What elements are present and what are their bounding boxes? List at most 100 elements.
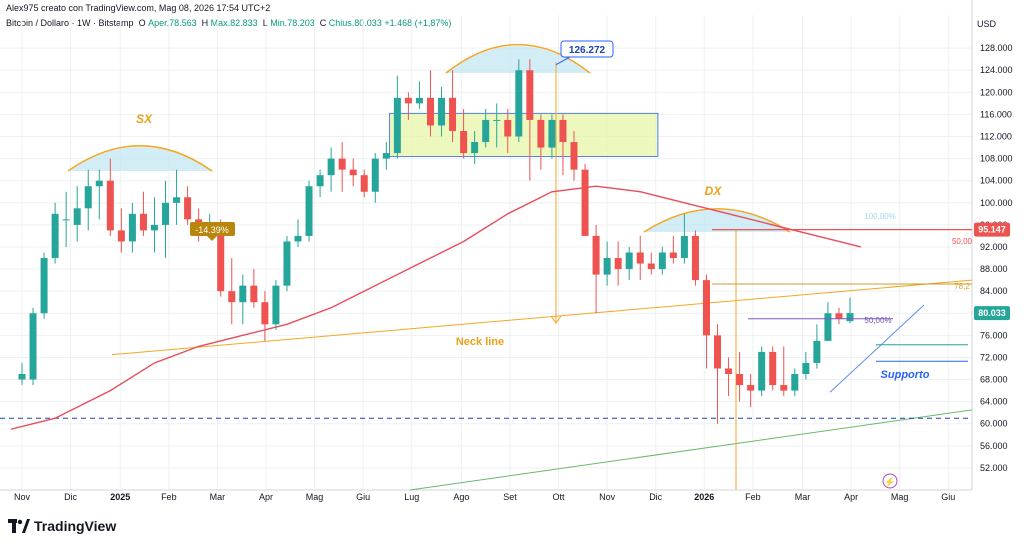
candle-up xyxy=(51,213,59,259)
support-label: Supporto xyxy=(881,369,930,381)
ohlc-open: O Aper.78.563 xyxy=(136,18,197,28)
symbol-info: Bitcoin / Dollaro · 1W · Bitstamp O Aper… xyxy=(6,18,451,28)
neckline xyxy=(111,279,973,356)
candle-down xyxy=(647,263,655,270)
y-tick-label: 60.000 xyxy=(980,419,1008,429)
peak-pointer xyxy=(555,56,571,66)
y-tick-label: 128.000 xyxy=(980,43,1013,53)
candle-up xyxy=(846,313,854,322)
candle-up xyxy=(150,224,158,231)
consolidation-box xyxy=(389,112,659,157)
tradingview-logo-icon xyxy=(8,519,30,533)
x-tick-label: Nov xyxy=(14,492,31,502)
green-trendline xyxy=(409,409,973,491)
drop-label-box xyxy=(190,222,235,236)
candle-up xyxy=(548,119,556,148)
candle-down xyxy=(449,97,457,131)
candle-up xyxy=(73,208,81,225)
fib-78-label: 78,2 xyxy=(954,282,970,291)
y-tick-label: 124.000 xyxy=(980,65,1013,75)
candle-down xyxy=(581,169,589,236)
candle-down xyxy=(780,385,788,391)
candle-down xyxy=(725,368,733,375)
ema-value-label: 50,00 xyxy=(952,237,973,246)
candle-down xyxy=(769,351,777,386)
candle-down xyxy=(669,252,677,259)
candle-up xyxy=(471,142,479,154)
candle-down xyxy=(747,385,755,391)
candle-up xyxy=(658,252,666,270)
candle-down xyxy=(360,175,368,192)
x-tick-label: Mag xyxy=(891,492,909,502)
x-tick-label: Mar xyxy=(795,492,811,502)
candle-down xyxy=(714,335,722,369)
candle-up xyxy=(162,202,170,225)
measured-move-arrow xyxy=(550,315,562,325)
price-label: 95.147 xyxy=(978,225,1006,235)
y-tick-label: 112.000 xyxy=(980,132,1012,142)
candle-up xyxy=(173,197,181,203)
candle-down xyxy=(139,213,147,231)
candle-up xyxy=(802,362,810,375)
y-tick-label: 108.000 xyxy=(980,154,1013,164)
candle-up xyxy=(603,258,611,275)
x-tick-label: Apr xyxy=(259,492,273,502)
x-tick-label: 2026 xyxy=(694,492,714,502)
candle-down xyxy=(404,97,412,104)
y-tick-label: 76.000 xyxy=(980,330,1008,340)
sx-shoulder-arc xyxy=(67,145,213,172)
candle-down xyxy=(349,169,357,176)
candle-up xyxy=(438,97,446,126)
candle-up xyxy=(84,186,92,209)
y-tick-label: 56.000 xyxy=(980,441,1008,451)
candle-up xyxy=(305,186,313,236)
candle-up xyxy=(29,313,37,380)
candle-up xyxy=(62,219,70,221)
x-tick-label: 2025 xyxy=(110,492,130,502)
tradingview-logo-text: TradingView xyxy=(34,518,117,534)
candle-down xyxy=(592,235,600,275)
price-label: 80.033 xyxy=(978,308,1006,318)
y-tick-label: 104.000 xyxy=(980,176,1013,186)
y-tick-label: 64.000 xyxy=(980,397,1008,407)
candle-down xyxy=(217,224,225,292)
candle-down xyxy=(460,130,468,154)
tradingview-logo[interactable]: TradingView xyxy=(8,518,116,534)
author-line: Alex975 creato con TradingView.com, Mag … xyxy=(6,3,271,13)
x-tick-label: Mag xyxy=(306,492,324,502)
candle-up xyxy=(813,340,821,363)
x-tick-label: Set xyxy=(503,492,517,502)
candle-up xyxy=(95,180,103,187)
candle-up xyxy=(327,158,335,176)
head-arc xyxy=(445,43,591,74)
candle-down xyxy=(570,142,578,170)
x-tick-label: Mar xyxy=(210,492,226,502)
candle-down xyxy=(106,180,114,231)
candle-up xyxy=(493,119,501,121)
dx-label: DX xyxy=(705,184,723,198)
y-tick-label: 88.000 xyxy=(980,264,1008,274)
candle-down xyxy=(835,313,843,319)
sx-shoulder-dome xyxy=(68,147,212,171)
y-tick-label: 120.000 xyxy=(980,87,1013,97)
head-dome xyxy=(446,46,590,73)
y-tick-label: 52.000 xyxy=(980,463,1008,473)
y-tick-label: 100.000 xyxy=(980,198,1013,208)
candle-up xyxy=(515,70,523,137)
x-tick-label: Nov xyxy=(599,492,616,502)
candle-down xyxy=(504,119,512,137)
fib-50-label: 50,00% xyxy=(864,316,891,325)
drop-label: -14.39% xyxy=(195,225,229,235)
event-icon-circle xyxy=(882,473,898,489)
candle-up xyxy=(680,235,688,259)
ohlc-low: L Min.78.203 xyxy=(260,18,315,28)
drop-label-pointer xyxy=(207,236,217,241)
candle-up xyxy=(272,285,280,325)
x-tick-label: Lug xyxy=(404,492,419,502)
candle-up xyxy=(393,97,401,154)
candle-down xyxy=(338,158,346,170)
candle-up xyxy=(239,285,247,303)
peak-label: 126.272 xyxy=(569,45,606,56)
candle-down xyxy=(261,302,269,325)
